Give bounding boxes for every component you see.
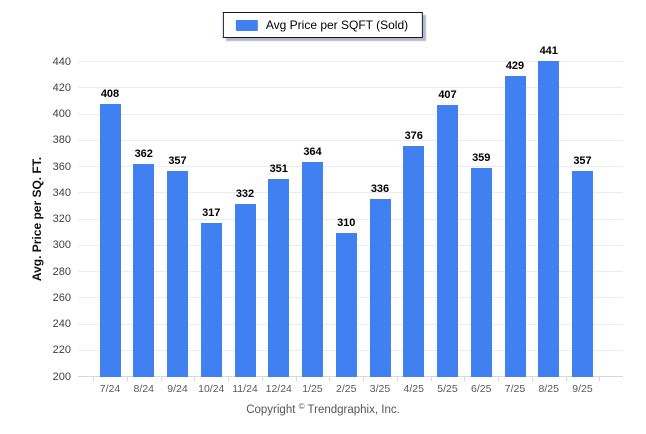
y-tick-label: 240 bbox=[52, 318, 71, 330]
y-tick-label: 200 bbox=[52, 370, 71, 383]
y-tick-label: 280 bbox=[52, 265, 71, 278]
bar bbox=[268, 178, 290, 377]
x-tick-mark bbox=[93, 377, 95, 381]
y-tick-label: 420 bbox=[52, 81, 71, 94]
bar bbox=[572, 170, 593, 377]
gridline bbox=[78, 113, 623, 115]
bar-value-label: 429 bbox=[505, 60, 525, 73]
bar-value-label: 336 bbox=[370, 182, 390, 195]
x-axis-category-label: 7/24 bbox=[99, 383, 121, 395]
legend-label: Avg Price per SQFT (Sold) bbox=[265, 18, 409, 32]
bar bbox=[504, 76, 526, 377]
bar-value-label: 376 bbox=[404, 130, 423, 142]
y-tick-label: 360 bbox=[52, 160, 71, 173]
x-axis-category-label: 8/25 bbox=[538, 383, 559, 395]
copyright-company: Trendgraphix, Inc. bbox=[307, 404, 400, 416]
x-tick-mark bbox=[329, 377, 331, 381]
x-axis-category-label: 1/25 bbox=[302, 383, 323, 395]
bar-value-label: 310 bbox=[337, 216, 356, 229]
x-tick-mark bbox=[261, 377, 263, 381]
gridline bbox=[78, 166, 623, 167]
bar-value-label: 408 bbox=[100, 88, 120, 100]
y-tick-label: 220 bbox=[52, 344, 71, 357]
x-tick-mark bbox=[363, 377, 365, 381]
x-axis-category-label: 2/25 bbox=[336, 383, 357, 395]
gridline bbox=[78, 139, 623, 141]
bar-value-label: 364 bbox=[303, 145, 322, 158]
y-axis-tick-labels: 200 220 240 260 280 300 320 340 360 380 400 420 440 bbox=[0, 56, 71, 383]
gridline bbox=[78, 61, 623, 62]
legend-swatch-icon bbox=[235, 19, 258, 31]
bar bbox=[538, 60, 560, 377]
y-tick-label: 340 bbox=[52, 186, 71, 199]
bar bbox=[403, 146, 425, 377]
x-axis-category-label: 5/25 bbox=[437, 383, 458, 395]
footer-copyright: Copyright © Trendgraphix, Inc. bbox=[0, 402, 646, 416]
bar bbox=[99, 104, 121, 377]
gridline bbox=[78, 87, 623, 89]
y-tick-label: 300 bbox=[52, 239, 71, 252]
x-tick-mark bbox=[295, 377, 297, 381]
bar bbox=[167, 170, 188, 377]
bar-value-label: 351 bbox=[269, 162, 288, 175]
x-tick-mark bbox=[396, 377, 398, 381]
bar bbox=[437, 105, 458, 377]
bar bbox=[335, 232, 357, 377]
x-tick-mark bbox=[599, 377, 601, 381]
bar-value-label: 359 bbox=[472, 152, 491, 165]
gridline bbox=[78, 192, 623, 194]
bar bbox=[133, 164, 155, 377]
bar-value-label: 357 bbox=[168, 154, 187, 167]
x-axis-category-label: 10/24 bbox=[198, 383, 225, 395]
y-tick-label: 400 bbox=[52, 108, 71, 120]
bar bbox=[302, 161, 323, 377]
x-tick-mark bbox=[531, 377, 533, 381]
copyright-prefix: Copyright bbox=[246, 404, 296, 416]
gridline bbox=[78, 218, 623, 220]
x-axis-category-label: 9/25 bbox=[572, 383, 593, 395]
x-axis-category-label: 6/25 bbox=[471, 383, 492, 395]
bar bbox=[470, 168, 492, 377]
x-tick-mark bbox=[498, 377, 500, 381]
x-axis-category-label: 12/24 bbox=[265, 383, 292, 395]
y-tick-label: 380 bbox=[52, 134, 71, 147]
bar bbox=[369, 198, 391, 377]
bar-value-label: 362 bbox=[134, 148, 153, 161]
bar-value-label: 407 bbox=[438, 89, 457, 102]
x-axis-category-label: 8/24 bbox=[133, 383, 154, 395]
bar-value-label: 357 bbox=[573, 154, 592, 167]
x-axis-category-label: 11/24 bbox=[232, 383, 258, 395]
bar-value-label: 332 bbox=[235, 187, 255, 200]
bar-value-label: 317 bbox=[202, 207, 221, 220]
x-tick-mark bbox=[126, 377, 128, 381]
legend: Avg Price per SQFT (Sold) bbox=[222, 12, 424, 38]
x-tick-mark bbox=[430, 377, 432, 381]
plot-area: 408 362 357 317 332 351 364 310 336 376 407 359 429 4… bbox=[78, 45, 623, 381]
x-tick-mark bbox=[160, 377, 162, 381]
x-axis-category-label: 9/24 bbox=[167, 383, 188, 395]
x-tick-mark bbox=[194, 377, 196, 381]
copyright-symbol: © bbox=[298, 402, 305, 411]
x-tick-mark bbox=[565, 377, 567, 381]
x-axis-labels: 7/24 8/24 9/24 10/24 11/24 12/24 1/25 2/25 3/25 4… bbox=[78, 381, 623, 397]
bar-value-label: 441 bbox=[539, 44, 558, 57]
bar bbox=[200, 223, 222, 377]
y-tick-label: 320 bbox=[52, 213, 71, 225]
x-axis-category-label: 7/25 bbox=[504, 383, 526, 395]
y-tick-label: 440 bbox=[52, 55, 71, 68]
x-tick-mark bbox=[228, 377, 230, 381]
x-tick-mark bbox=[464, 377, 466, 381]
y-tick-label: 260 bbox=[52, 291, 71, 304]
x-axis-category-label: 4/25 bbox=[403, 383, 424, 395]
bar bbox=[234, 203, 256, 377]
x-axis-category-label: 3/25 bbox=[369, 383, 391, 395]
